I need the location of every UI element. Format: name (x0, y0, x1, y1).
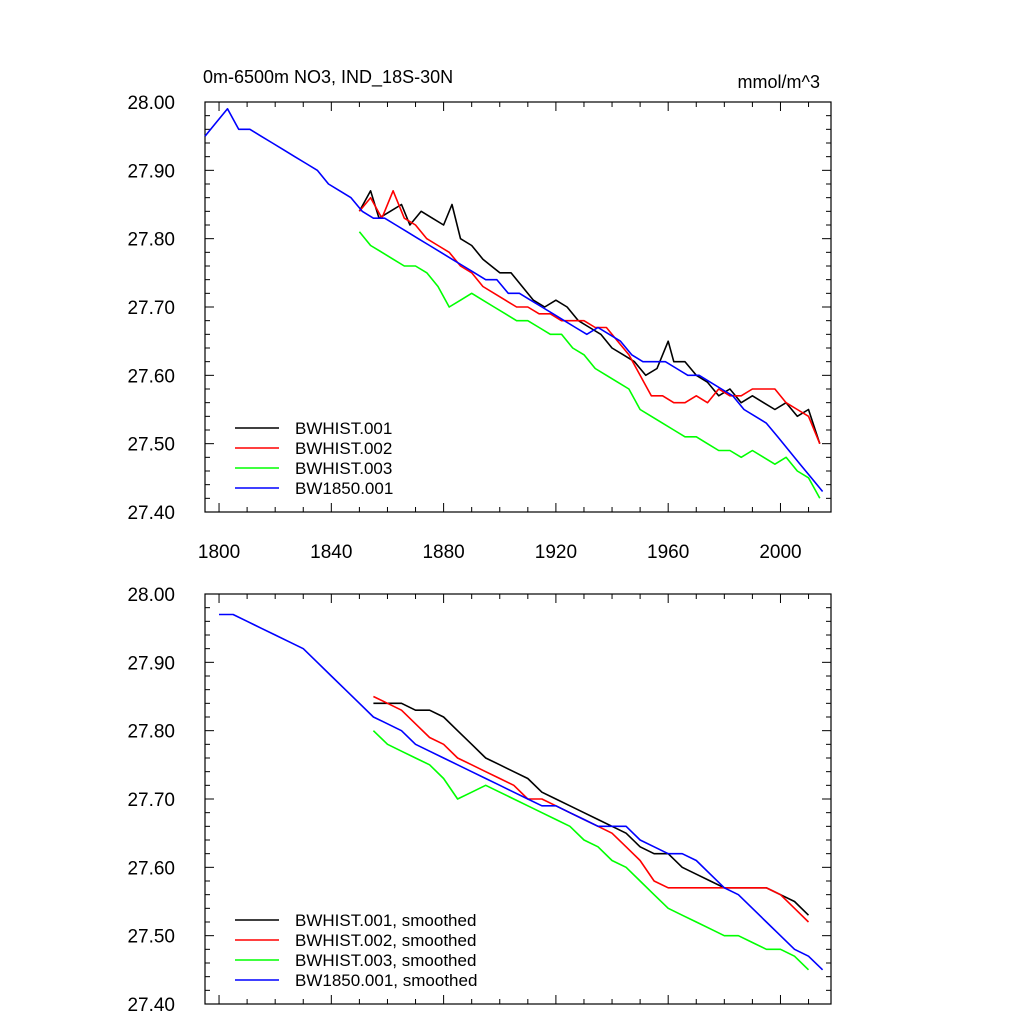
legend-label: BWHIST.002, smoothed (295, 931, 476, 950)
series-line-bwhist-002-smoothed (373, 695, 810, 923)
top-panel: 0m-6500m NO3, IND_18S-30N mmol/m^3 27.40… (127, 67, 832, 563)
y-tick-label: 27.40 (127, 503, 175, 524)
y-tick-label: 27.70 (127, 790, 175, 811)
bottom-panel: 27.40 27.50 27.60 27.70 27.80 27.90 28.00 BWHIS… (127, 585, 832, 1016)
y-tick-label: 27.90 (127, 653, 175, 674)
top-panel-title: 0m-6500m NO3, IND_18S-30N (203, 67, 453, 88)
y-tick-label: 27.40 (127, 995, 175, 1016)
series-line-bwhist-002 (358, 190, 821, 445)
x-tick-label: 2000 (759, 542, 801, 563)
x-tick-label: 1960 (647, 542, 689, 563)
x-tick-label: 1920 (535, 542, 577, 563)
y-tick-label: 27.70 (127, 298, 175, 319)
top-panel-units: mmol/m^3 (738, 72, 820, 92)
series-line-bw1850-001 (204, 108, 824, 493)
y-tick-label: 27.90 (127, 161, 175, 182)
legend-label: BWHIST.001, smoothed (295, 911, 476, 930)
series-line-bwhist-003-smoothed (372, 730, 810, 971)
series-line-bwhist-003 (358, 231, 821, 499)
y-tick-label: 27.80 (127, 230, 175, 251)
legend-label: BWHIST.003 (295, 459, 392, 478)
legend-label: BWHIST.003, smoothed (295, 951, 476, 970)
y-tick-label: 27.80 (127, 722, 175, 743)
y-tick-label: 28.00 (127, 585, 175, 606)
legend-label: BW1850.001 (295, 479, 393, 498)
legend-label: BWHIST.001 (295, 419, 392, 438)
x-tick-label: 1800 (198, 542, 240, 563)
top-plot-area: 27.40 27.50 27.60 27.70 27.80 27.90 28.00 1800 1… (127, 93, 832, 563)
y-tick-label: 27.50 (127, 435, 175, 456)
legend-label: BWHIST.002 (295, 439, 392, 458)
y-tick-label: 27.60 (127, 366, 175, 387)
series-line-bwhist-001-smoothed (373, 702, 810, 916)
x-tick-label: 1840 (310, 542, 352, 563)
y-tick-label: 28.00 (127, 93, 175, 114)
legend-label: BW1850.001, smoothed (295, 971, 477, 990)
bottom-plot-area: 27.40 27.50 27.60 27.70 27.80 27.90 28.00 BWHIS… (127, 585, 832, 1016)
series-line-bw1850-001-smoothed (219, 613, 824, 971)
x-tick-label: 1880 (422, 542, 464, 563)
y-tick-label: 27.60 (127, 858, 175, 879)
series-line-bwhist-001 (358, 190, 821, 444)
y-tick-label: 27.50 (127, 927, 175, 948)
